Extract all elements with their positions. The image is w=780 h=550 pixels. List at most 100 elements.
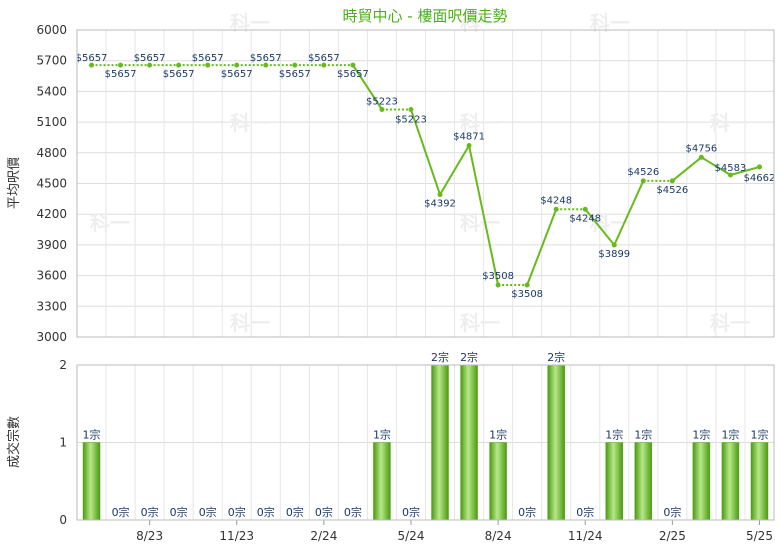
price-point-label: $5657	[105, 69, 137, 80]
count-bar-label: 0宗	[315, 505, 333, 519]
price-point-label: $5657	[134, 53, 166, 64]
price-line-segment	[439, 145, 470, 196]
watermark: 科一	[460, 211, 500, 235]
count-bar-label: 0宗	[228, 505, 246, 519]
count-bar-label: 0宗	[286, 505, 304, 519]
price-point-label: $5657	[308, 53, 340, 64]
x-tick-label: 8/24	[485, 529, 512, 543]
price-point-label: $4871	[453, 132, 485, 143]
price-tick-label: 5700	[36, 54, 67, 68]
price-point	[408, 107, 414, 113]
price-point	[495, 282, 501, 288]
count-bar	[373, 442, 391, 521]
price-line-segment	[584, 208, 616, 246]
price-point	[466, 143, 472, 149]
watermark: 科一	[90, 211, 130, 235]
watermark: 科一	[230, 111, 270, 135]
price-point	[89, 62, 95, 68]
price-point-label: $5223	[366, 97, 398, 108]
price-point-label: $5657	[250, 53, 282, 64]
price-point	[437, 192, 443, 198]
count-bar-label: 1宗	[489, 428, 507, 442]
count-tick-label: 0	[59, 513, 67, 527]
count-bar	[692, 442, 711, 521]
count-tick-label: 1	[59, 436, 67, 450]
price-point	[350, 62, 356, 68]
count-bar-label: 1宗	[634, 428, 652, 442]
watermark: 科一	[460, 11, 500, 35]
price-point	[611, 242, 617, 248]
count-bar-label: 0宗	[170, 505, 188, 519]
price-line-segment	[700, 156, 731, 176]
price-plot-border	[76, 29, 775, 338]
price-point-label: $5657	[163, 69, 195, 80]
price-tick-label: 5400	[36, 84, 67, 98]
price-point	[321, 62, 327, 68]
count-bar	[547, 364, 565, 521]
x-tick-label: 8/23	[136, 529, 163, 543]
price-line-segment	[352, 64, 383, 111]
count-bar-label: 1宗	[373, 428, 391, 442]
price-tick-label: 4200	[36, 207, 67, 221]
price-point	[669, 178, 675, 184]
count-bar-label: 0宗	[257, 505, 275, 519]
watermark: 科一	[230, 11, 270, 35]
price-point	[205, 62, 211, 68]
price-point	[234, 62, 240, 68]
count-bar	[489, 442, 507, 521]
price-point	[379, 107, 385, 113]
count-bar	[721, 442, 740, 521]
price-point-label: $5657	[76, 53, 108, 64]
price-point	[524, 282, 530, 288]
count-bar-label: 2宗	[460, 350, 478, 364]
price-point-label: $4583	[715, 163, 747, 174]
x-tick-label: 2/24	[310, 529, 337, 543]
price-point-label: $3508	[511, 289, 543, 300]
count-bar	[750, 442, 769, 521]
count-bar-label: 1宗	[83, 428, 101, 442]
price-point-label: $3899	[598, 249, 630, 260]
price-line-segment	[671, 156, 703, 182]
watermark: 科一	[460, 311, 500, 335]
count-bar	[605, 442, 624, 521]
price-point-label: $5657	[192, 53, 224, 64]
price-line-segment	[730, 165, 760, 176]
price-point-label: $4248	[540, 195, 572, 206]
count-plot-border	[76, 364, 775, 521]
price-point	[553, 206, 559, 212]
price-point-label: $4526	[627, 167, 659, 178]
price-tick-label: 4800	[36, 146, 67, 160]
price-axis-label: 平均呎價	[7, 157, 22, 209]
count-bar	[431, 364, 449, 521]
price-point-label: $3508	[482, 271, 514, 282]
watermark: 科一	[710, 111, 750, 135]
price-point	[582, 206, 588, 212]
x-tick-label: 11/24	[568, 529, 603, 543]
count-bar-label: 0宗	[344, 505, 362, 519]
price-tick-label: 3600	[36, 269, 67, 283]
x-tick-label: 11/23	[219, 529, 254, 543]
count-axis-label: 成交宗數	[6, 416, 22, 468]
count-bar	[82, 442, 101, 521]
price-tick-label: 3000	[36, 330, 67, 344]
price-point	[698, 154, 704, 160]
count-bar-label: 0宗	[663, 505, 681, 519]
price-tick-label: 6000	[36, 23, 67, 37]
price-point-label: $5657	[221, 69, 253, 80]
price-line-segment	[410, 109, 441, 195]
x-tick-label: 5/25	[746, 529, 773, 543]
price-point-label: $4526	[656, 185, 688, 196]
price-point	[756, 164, 762, 170]
count-bar-label: 2宗	[547, 350, 565, 364]
price-point	[292, 62, 298, 68]
count-bar-label: 0宗	[518, 505, 536, 519]
x-tick-label: 5/24	[398, 529, 425, 543]
price-point-label: $4756	[685, 143, 717, 154]
price-point	[640, 178, 646, 184]
count-bar-label: 1宗	[605, 428, 623, 442]
count-bar-label: 1宗	[721, 428, 739, 442]
count-tick-label: 2	[59, 358, 67, 372]
price-tick-label: 4500	[36, 177, 67, 191]
price-point-label: $5223	[395, 115, 427, 126]
